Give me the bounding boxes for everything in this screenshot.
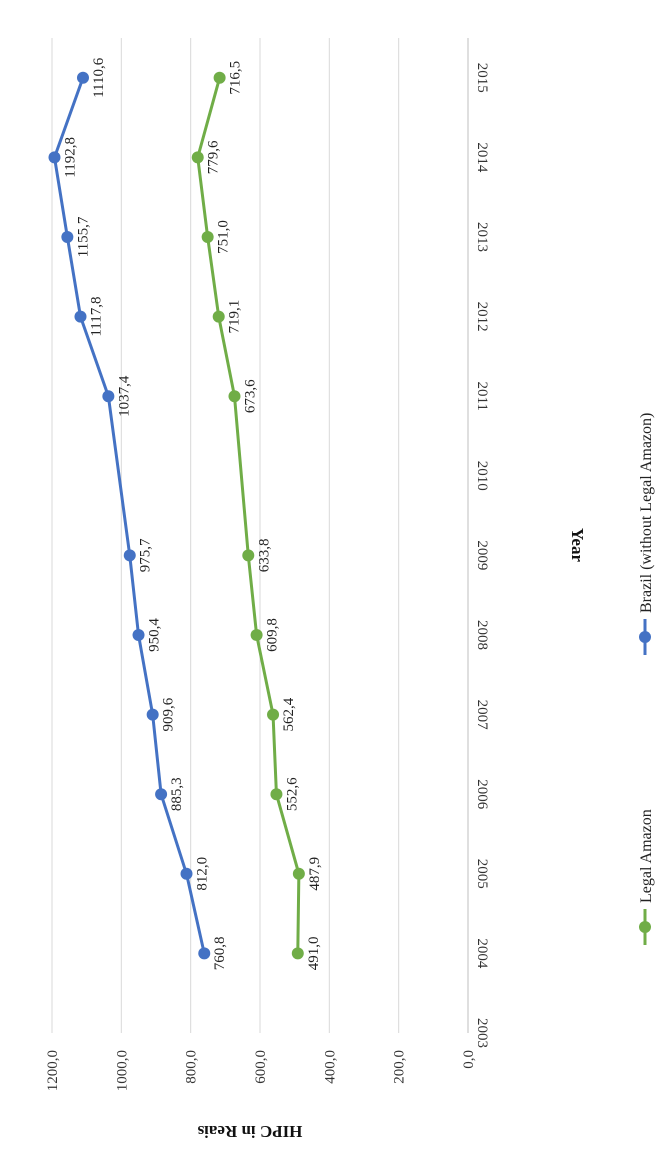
data-point: [242, 549, 255, 562]
data-point: [198, 947, 211, 960]
data-point: [102, 390, 115, 403]
data-label: 673,6: [242, 379, 258, 413]
data-point: [250, 629, 263, 641]
data-point: [76, 71, 89, 84]
data-point: [291, 947, 304, 960]
y-axis-title: HIPC in Reais: [197, 1122, 302, 1141]
data-label: 975,7: [138, 538, 154, 572]
data-label: 1155,7: [75, 216, 91, 257]
gridlines: [51, 38, 400, 1033]
legend-swatch-marker: [639, 631, 651, 643]
data-label: 760,8: [212, 937, 228, 971]
data-label: 562,4: [281, 697, 297, 731]
x-tick-label: 2004: [474, 938, 490, 969]
x-tick-label: 2015: [474, 63, 490, 93]
data-label: 609,8: [265, 618, 281, 652]
data-label: 1110,6: [91, 57, 107, 98]
legend-swatch-marker: [639, 921, 651, 933]
data-point: [48, 151, 61, 164]
data-label: 1117,8: [88, 297, 104, 337]
y-tick-label: 1200,0: [45, 1050, 61, 1091]
data-point: [228, 390, 241, 403]
data-point: [61, 231, 74, 243]
y-tick-label: 800,0: [184, 1050, 200, 1084]
x-tick-label: 2012: [474, 302, 490, 332]
axes: 0,0 200,0 400,0 600,0 800,0 1000,0 1200,0 2003 2…: [45, 38, 490, 1091]
x-tick-label: 2009: [474, 540, 490, 570]
data-point: [132, 629, 145, 641]
y-tick-label: 200,0: [392, 1050, 408, 1084]
data-label: 491,0: [306, 937, 322, 971]
x-tick-label: 2005: [474, 859, 490, 889]
legend: Legal Amazon Brazil (without Legal Amazon…: [638, 413, 655, 945]
data-point: [155, 788, 168, 801]
data-label: 1192,8: [62, 137, 78, 178]
y-tick-label: 600,0: [253, 1050, 269, 1084]
data-point: [191, 151, 204, 164]
x-tick-label: 2008: [474, 620, 490, 650]
data-point: [201, 231, 214, 243]
x-tick-label: 2003: [474, 1018, 490, 1048]
x-tick-label: 2011: [474, 381, 490, 410]
y-tick-label: 0,0: [461, 1050, 477, 1069]
data-label: 950,4: [147, 618, 163, 652]
series-line: [52, 77, 206, 954]
data-label: 812,0: [195, 857, 211, 891]
data-label: 885,3: [169, 777, 185, 811]
x-tick-label: 2006: [474, 779, 490, 810]
data-label: 1037,4: [116, 375, 132, 417]
x-axis-title: Year: [568, 528, 587, 562]
y-tick-label: 1000,0: [114, 1050, 130, 1091]
data-label: 633,8: [256, 539, 272, 573]
x-tick-label: 2013: [474, 222, 490, 252]
data-label: 719,1: [227, 300, 243, 334]
data-point: [74, 310, 87, 323]
legend-label: Brazil (without Legal Amazon): [638, 413, 655, 613]
data-point: [146, 708, 159, 721]
x-tick-label: 2014: [474, 142, 490, 173]
data-label: 552,6: [284, 777, 300, 811]
data-label: 487,9: [307, 857, 323, 891]
data-labels: 491,0 487,9 552,6 562,4 609,8 633,8 673,6 719,1…: [62, 57, 322, 970]
data-point: [213, 71, 226, 84]
data-point: [270, 788, 283, 801]
legend-label: Legal Amazon: [638, 809, 655, 903]
data-point: [180, 867, 193, 880]
x-tick-label: 2010: [474, 461, 490, 491]
series-layer: [48, 71, 305, 960]
data-point: [212, 310, 225, 323]
data-label: 751,0: [216, 220, 232, 254]
data-label: 779,6: [206, 140, 222, 174]
series-line: [196, 77, 301, 954]
x-tick-label: 2007: [474, 700, 490, 731]
data-point: [267, 708, 280, 721]
data-label: 909,6: [161, 697, 177, 731]
data-label: 716,5: [228, 61, 244, 95]
data-point: [292, 867, 305, 880]
data-point: [123, 549, 136, 562]
y-tick-label: 400,0: [322, 1050, 338, 1084]
